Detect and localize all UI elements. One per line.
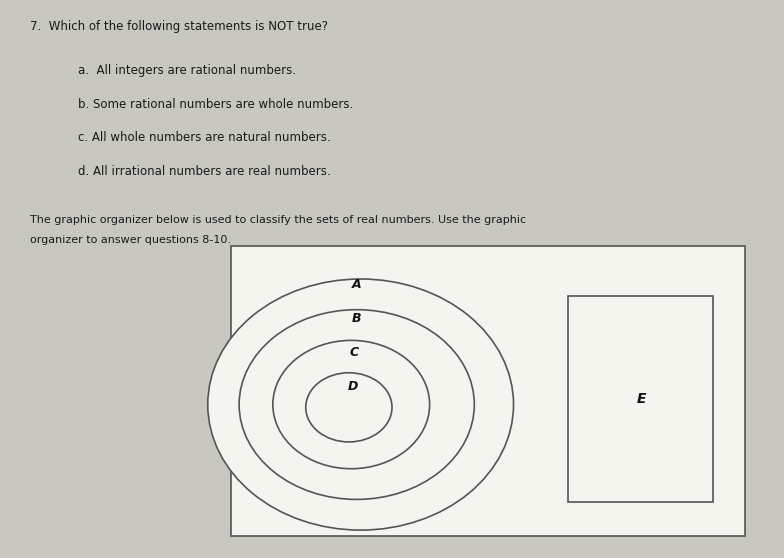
- Text: The graphic organizer below is used to classify the sets of real numbers. Use th: The graphic organizer below is used to c…: [30, 215, 526, 225]
- Text: 7.  Which of the following statements is NOT true?: 7. Which of the following statements is …: [30, 20, 328, 32]
- FancyBboxPatch shape: [568, 296, 713, 502]
- Text: B: B: [352, 311, 361, 325]
- Text: D: D: [347, 379, 358, 393]
- Ellipse shape: [239, 310, 474, 499]
- Ellipse shape: [208, 279, 514, 530]
- Ellipse shape: [306, 373, 392, 442]
- Ellipse shape: [273, 340, 430, 469]
- Text: organizer to answer questions 8-10.: organizer to answer questions 8-10.: [30, 235, 230, 246]
- Text: d. All irrational numbers are real numbers.: d. All irrational numbers are real numbe…: [78, 165, 331, 177]
- Text: b. Some rational numbers are whole numbers.: b. Some rational numbers are whole numbe…: [78, 98, 354, 110]
- Text: E: E: [637, 392, 646, 406]
- Text: C: C: [350, 346, 359, 359]
- FancyBboxPatch shape: [231, 246, 745, 536]
- Text: A: A: [352, 278, 361, 291]
- Text: a.  All integers are rational numbers.: a. All integers are rational numbers.: [78, 64, 296, 77]
- Text: c. All whole numbers are natural numbers.: c. All whole numbers are natural numbers…: [78, 131, 331, 144]
